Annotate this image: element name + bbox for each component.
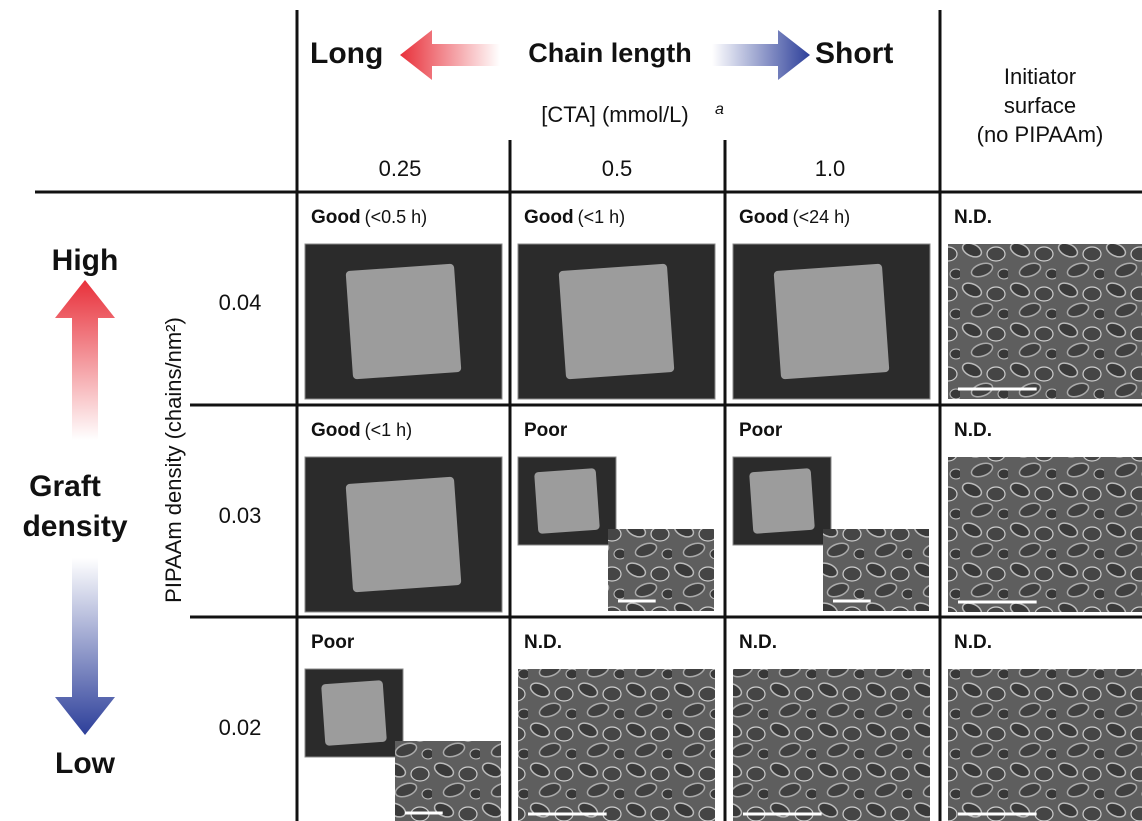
- up-arrow: [55, 280, 115, 440]
- rating: Poor: [311, 632, 355, 653]
- micrograph: [518, 669, 715, 821]
- micrograph: [733, 669, 930, 821]
- low-label: Low: [55, 747, 116, 780]
- time: (<0.5 h): [365, 207, 428, 227]
- micrograph: [948, 244, 1142, 399]
- rating: Good: [311, 207, 361, 228]
- rating: Good: [739, 207, 789, 228]
- rating: Poor: [739, 420, 783, 441]
- graft-label: density: [22, 510, 127, 543]
- time: (<1 h): [578, 207, 626, 227]
- rating: N.D.: [524, 632, 562, 653]
- left-axis: High Graft density Low PIPAAm density (c…: [22, 244, 185, 780]
- cell-sheet: [534, 468, 600, 534]
- initiator-line: (no PIPAAm): [977, 122, 1104, 147]
- time: (<1 h): [365, 420, 413, 440]
- row-value: 0.04: [219, 290, 262, 315]
- initiator-line: Initiator: [1004, 64, 1076, 89]
- column-value: 0.25: [379, 156, 422, 181]
- micrograph: [948, 457, 1142, 612]
- rating: Poor: [524, 420, 568, 441]
- cell-sheet: [773, 263, 890, 380]
- cell-sheet: [321, 680, 387, 746]
- rating: N.D.: [739, 632, 777, 653]
- short-label: Short: [815, 37, 893, 70]
- rating: Good: [311, 420, 361, 441]
- column-value: 0.5: [602, 156, 633, 181]
- header: Long Chain length Short [CTA] (mmol/L) a…: [310, 30, 1103, 147]
- graft-label: Graft: [29, 470, 101, 503]
- down-arrow: [55, 558, 115, 735]
- cell-sheet: [558, 263, 675, 380]
- cell-sheet: [749, 468, 815, 534]
- cell-sheet: [345, 263, 462, 380]
- high-label: High: [52, 244, 119, 277]
- cta-label: [CTA] (mmol/L): [541, 102, 688, 127]
- long-label: Long: [310, 37, 383, 70]
- cell-sheet: [345, 476, 462, 593]
- rating: Good: [524, 207, 574, 228]
- micrograph: [395, 741, 501, 821]
- row-value: 0.02: [219, 715, 262, 740]
- density-axis-label: PIPAAm density (chains/nm²): [161, 317, 186, 603]
- blue-arrow: [712, 30, 810, 80]
- column-value: 1.0: [815, 156, 846, 181]
- micrograph: [823, 529, 929, 611]
- cta-note: a: [715, 101, 724, 118]
- micrograph: [608, 529, 714, 611]
- initiator-line: surface: [1004, 93, 1076, 118]
- rating: N.D.: [954, 632, 992, 653]
- red-arrow: [400, 30, 500, 80]
- rating: N.D.: [954, 207, 992, 228]
- grid: [35, 10, 1142, 821]
- time: (<24 h): [793, 207, 851, 227]
- chain-length: Chain length: [528, 38, 692, 68]
- rating: N.D.: [954, 420, 992, 441]
- micrograph: [948, 669, 1142, 821]
- row-value: 0.03: [219, 503, 262, 528]
